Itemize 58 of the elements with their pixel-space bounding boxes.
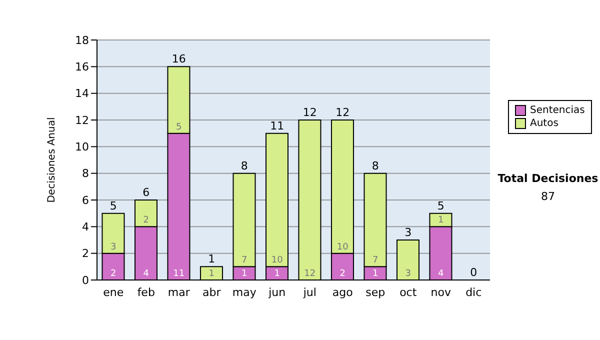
y-axis-title: Decisiones Anual (46, 117, 58, 203)
x-tick-label: jul (302, 286, 316, 299)
total-label: 8 (372, 159, 379, 172)
y-tick-label: 10 (75, 140, 89, 154)
total-label: 3 (404, 226, 412, 239)
y-tick-label: 4 (82, 220, 89, 234)
legend-label: Autos (530, 117, 558, 130)
total-label: 6 (142, 186, 150, 199)
y-tick-label: 8 (82, 167, 89, 180)
total-label: 5 (110, 199, 117, 212)
data-label: 3 (405, 269, 411, 279)
data-label: 5 (176, 122, 182, 132)
text: 87 (540, 190, 556, 203)
data-label: 3 (110, 242, 116, 252)
total-label: 8 (240, 159, 248, 172)
total-label: 11 (270, 119, 284, 132)
x-tick-label: may (232, 286, 257, 299)
total-label: 0 (470, 266, 478, 279)
data-label: 4 (438, 269, 444, 279)
x-tick-label: ago (332, 286, 354, 299)
y-tick-label: 18 (75, 34, 89, 47)
x-tick-label: abr (202, 286, 222, 299)
x-tick-label: jun (268, 286, 286, 299)
total-label: 1 (208, 252, 216, 266)
data-label: 1 (372, 269, 378, 279)
data-label: 1 (438, 216, 444, 226)
x-tick-label: dic (466, 286, 482, 299)
data-label: 1 (242, 269, 248, 279)
text: Total Decisiones (496, 172, 600, 185)
data-label: 12 (304, 269, 316, 279)
data-label: 2 (143, 216, 149, 226)
x-tick-label: feb (137, 286, 155, 299)
y-tick-label: 0 (82, 274, 89, 287)
y-tick-label: 2 (82, 247, 89, 260)
total-label: 5 (437, 199, 444, 212)
data-label: 11 (173, 269, 185, 279)
y-tick-label: 6 (82, 194, 89, 207)
data-label: 7 (242, 256, 248, 266)
data-label: 7 (372, 256, 378, 266)
x-tick-label: oct (400, 286, 418, 299)
data-label: 1 (274, 269, 280, 279)
data-label: 10 (271, 256, 284, 266)
y-tick-label: 16 (75, 60, 89, 74)
data-label: 4 (143, 269, 150, 279)
x-tick-label: ene (103, 286, 124, 299)
y-tick-label: 12 (75, 114, 89, 127)
data-label: 10 (336, 242, 349, 252)
data-label: 2 (110, 269, 116, 279)
x-tick-label: sep (366, 286, 386, 299)
total-label: 12 (336, 106, 350, 119)
x-tick-label: nov (430, 286, 452, 299)
legend-label: Sentencias (530, 104, 585, 117)
y-tick-label: 14 (75, 87, 89, 100)
data-label: 1 (208, 269, 214, 279)
data-label: 2 (340, 269, 346, 279)
x-tick-label: mar (168, 286, 190, 299)
total-label: 16 (172, 52, 186, 66)
total-label: 12 (302, 106, 317, 119)
